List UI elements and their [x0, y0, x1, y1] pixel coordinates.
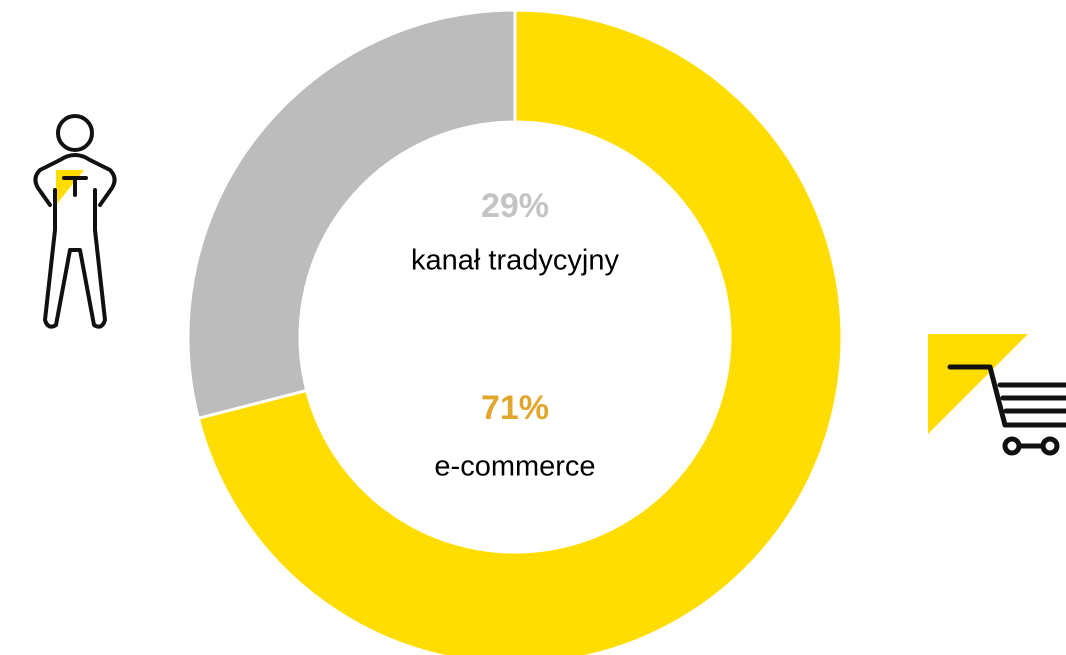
donut-slice — [196, 8, 844, 655]
cart-icon — [928, 334, 1066, 456]
donut-slice — [186, 8, 517, 421]
value-label: 29% — [481, 187, 549, 225]
category-label: e-commerce — [434, 451, 595, 483]
value-label: 71% — [481, 389, 549, 427]
person-icon — [33, 114, 117, 329]
category-label: kanał tradycyjny — [411, 245, 619, 277]
